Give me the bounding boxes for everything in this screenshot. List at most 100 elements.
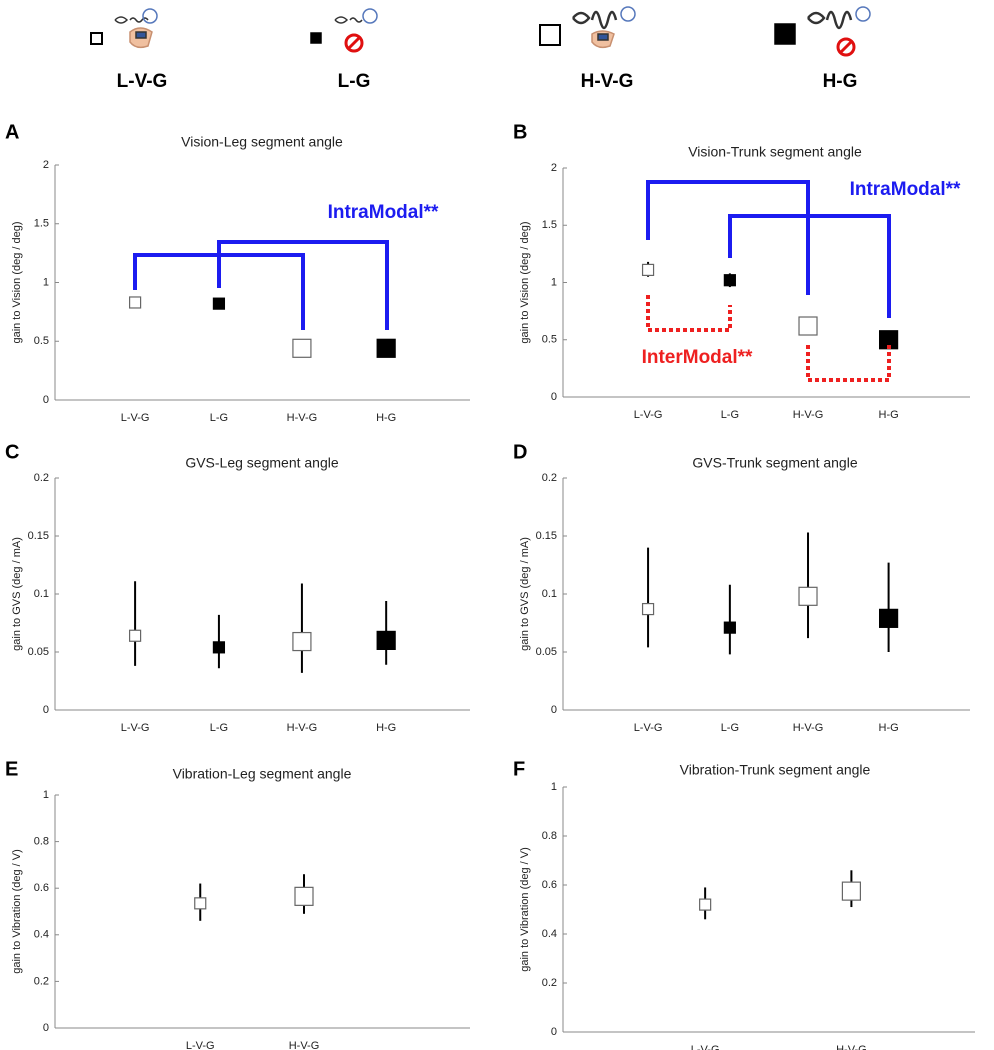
y-tick-label: 1.5 [34,218,49,230]
y-axis-label: gain to Vision (deg / deg) [11,221,23,343]
y-tick-label: 0.2 [34,975,49,987]
x-tick-label: H-V-G [287,412,318,424]
y-tick-label: 0 [551,391,557,403]
chart-title: GVS-Leg segment angle [185,455,339,471]
marker [699,898,712,911]
panel-label: C [5,441,19,463]
y-tick-label: 0.1 [34,588,49,600]
x-tick-label: H-G [376,722,396,734]
x-tick-label: H-G [376,412,396,424]
y-tick-label: 1 [43,276,49,288]
y-tick-label: 0.15 [28,530,49,542]
y-tick-label: 0 [43,394,49,406]
x-tick-label: L-G [210,412,228,424]
panel-label: E [5,758,18,780]
y-tick-label: 0 [551,704,557,716]
marker [841,881,862,901]
legend-label: H-V-G [581,71,634,92]
x-tick-label: L-V-G [691,1044,720,1050]
y-tick-label: 0.2 [34,472,49,484]
significance-bracket [217,240,389,330]
legend-label: L-V-G [117,71,168,92]
y-tick-label: 1 [551,276,557,288]
y-tick-label: 0 [43,1022,49,1034]
significance-bracket [728,214,891,318]
marker [212,641,226,654]
x-tick-label: L-V-G [186,1040,215,1050]
y-tick-label: 0.4 [34,929,49,941]
marker [641,263,655,277]
y-axis-label: gain to Vision (deg / deg) [519,221,531,343]
x-tick-label: H-V-G [793,409,824,421]
x-tick-label: L-G [210,722,228,734]
panel-label: D [513,441,527,463]
x-tick-label: H-V-G [289,1040,320,1050]
x-tick-label: L-V-G [634,409,663,421]
x-tick-label: H-V-G [793,722,824,734]
marker [723,621,736,634]
y-tick-label: 1 [43,789,49,801]
y-axis-label: gain to Vibration (deg / V) [11,849,23,974]
marker [798,586,818,606]
y-axis-label: gain to GVS (deg / mA) [519,537,531,651]
y-axis-label: gain to Vibration (deg / V) [519,847,531,972]
y-tick-label: 0.15 [536,530,557,542]
y-tick-label: 0.5 [34,335,49,347]
chart-title: Vibration-Trunk segment angle [680,762,871,778]
legend-label: L-G [338,71,371,92]
marker [878,608,899,628]
marker [376,630,396,651]
marker [128,629,142,642]
marker [723,274,736,287]
x-tick-label: H-V-G [836,1044,867,1050]
y-tick-label: 0.2 [542,472,557,484]
significance-bracket [646,180,810,295]
y-tick-label: 0.6 [542,879,557,891]
x-tick-label: H-G [879,409,899,421]
panel-label: F [513,758,525,780]
annotation: IntraModal** [850,179,961,200]
x-tick-label: L-V-G [121,722,150,734]
y-tick-label: 0 [551,1026,557,1038]
y-tick-label: 0.05 [28,646,49,658]
y-tick-label: 0.8 [542,830,557,842]
chart-title: GVS-Trunk segment angle [692,455,857,471]
marker [292,631,312,652]
panel-label: B [513,121,527,143]
marker [128,296,142,309]
chart-title: Vibration-Leg segment angle [173,766,352,782]
marker [376,338,396,358]
y-tick-label: 0.2 [542,977,557,989]
y-tick-label: 1.5 [542,219,557,231]
x-tick-label: L-V-G [634,722,663,734]
y-tick-label: 0 [43,704,49,716]
x-tick-label: H-G [879,722,899,734]
legend-icons [90,6,871,57]
x-tick-label: H-V-G [287,722,318,734]
chart-title: Vision-Trunk segment angle [688,144,862,160]
significance-bracket [646,295,732,332]
marker [798,316,818,336]
annotation: InterModal** [642,347,753,368]
marker [194,897,207,910]
x-tick-label: L-V-G [121,412,150,424]
chart-title: Vision-Leg segment angle [181,134,343,150]
marker [294,886,314,906]
y-tick-label: 0.5 [542,334,557,346]
y-tick-label: 1 [551,781,557,793]
significance-bracket [806,345,891,382]
legend-label: H-G [823,71,858,92]
y-tick-label: 0.6 [34,882,49,894]
marker [292,338,312,358]
marker [212,297,226,310]
y-tick-label: 0.4 [542,928,557,940]
y-tick-label: 0.05 [536,646,557,658]
panel-label: A [5,121,19,143]
y-tick-label: 0.8 [34,836,49,848]
y-tick-label: 2 [551,162,557,174]
x-tick-label: L-G [721,722,739,734]
y-tick-label: 0.1 [542,588,557,600]
marker [641,602,655,616]
annotation: IntraModal** [328,202,439,223]
